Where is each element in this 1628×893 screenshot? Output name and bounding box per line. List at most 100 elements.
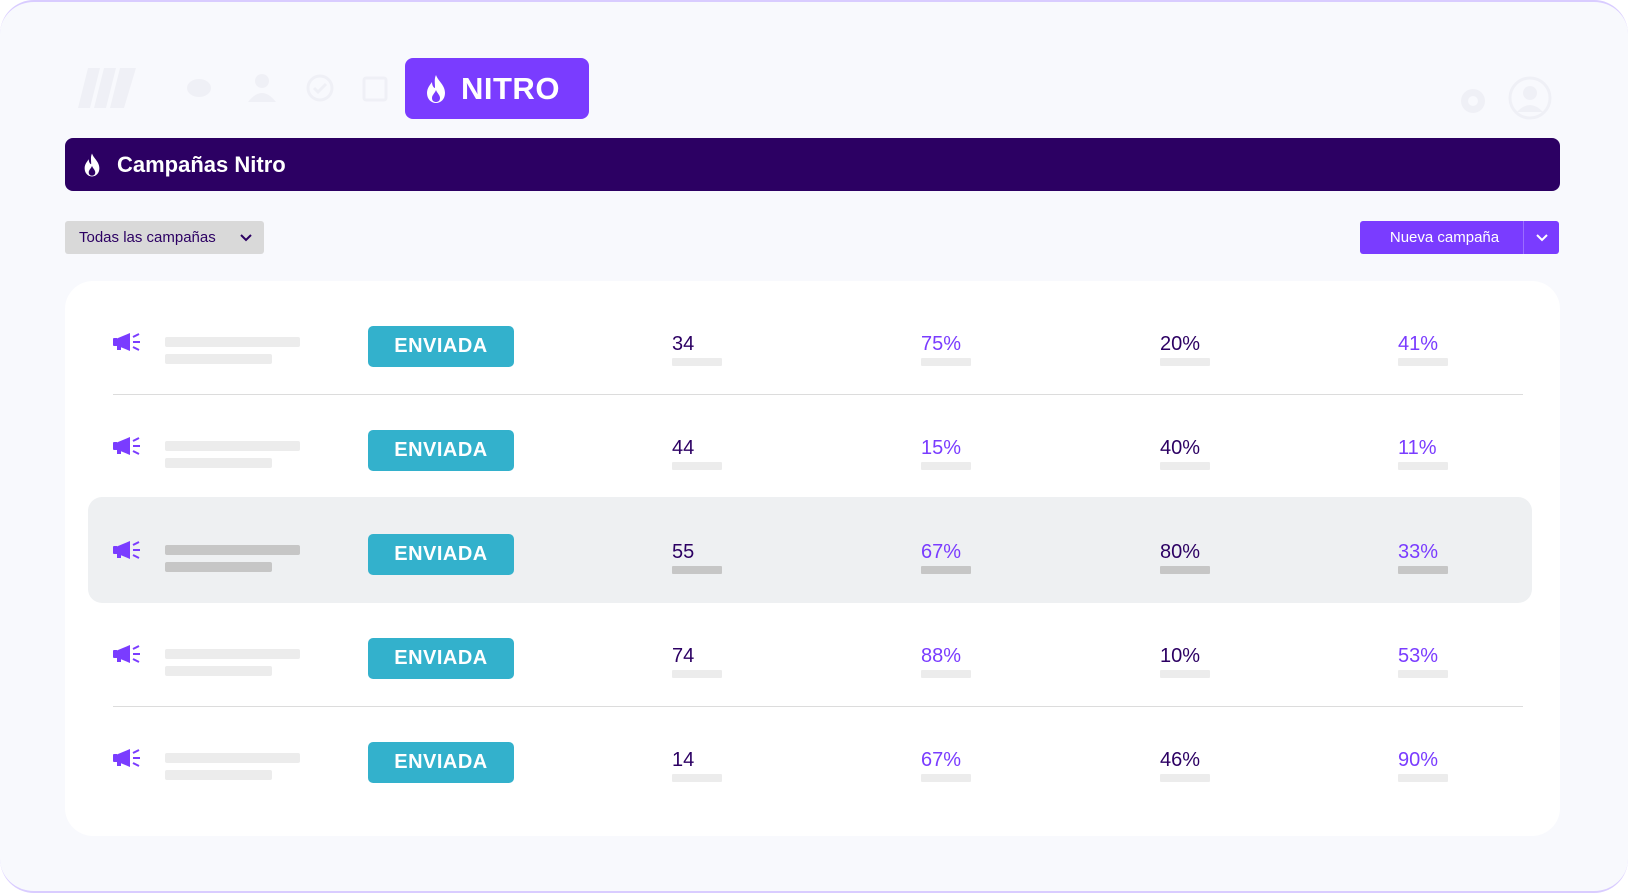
user-avatar-icon[interactable] — [1508, 76, 1552, 120]
metric-3-value: 46% — [1160, 749, 1201, 771]
metric-3-label-placeholder — [1160, 566, 1210, 574]
metric-1-label-placeholder — [672, 774, 722, 782]
metric-1: 74 — [672, 644, 722, 678]
campaign-row[interactable]: ENVIADA 14 67% 46% 90% — [65, 705, 1560, 811]
users-icon[interactable] — [244, 72, 280, 102]
metric-2: 67% — [921, 748, 971, 782]
logo-icon[interactable] — [78, 68, 138, 108]
metric-3: 20% — [1160, 332, 1210, 366]
campaign-name-placeholder — [165, 337, 300, 347]
status-badge: ENVIADA — [368, 742, 514, 783]
chevron-down-icon — [240, 233, 252, 241]
metric-3-value: 40% — [1160, 437, 1201, 459]
metric-4: 90% — [1398, 748, 1448, 782]
metric-2: 75% — [921, 332, 971, 366]
campaign-row[interactable]: ENVIADA 44 15% 40% 11% — [65, 393, 1560, 499]
metric-2-value: 15% — [921, 437, 962, 459]
campaign-filter-dropdown[interactable]: Todas las campañas — [65, 221, 264, 254]
metric-1-value: 55 — [672, 541, 695, 563]
campaign-name-placeholder — [165, 753, 300, 763]
metric-1: 14 — [672, 748, 722, 782]
status-badge: ENVIADA — [368, 638, 514, 679]
metric-2-label-placeholder — [921, 670, 971, 678]
metric-1-value: 34 — [672, 333, 695, 355]
status-badge: ENVIADA — [368, 430, 514, 471]
campaign-detail-placeholder — [165, 666, 272, 676]
metric-1-value: 14 — [672, 749, 695, 771]
gear-icon[interactable] — [1456, 84, 1490, 118]
check-icon[interactable] — [306, 74, 334, 102]
metric-2-value: 67% — [921, 749, 962, 771]
metric-3-label-placeholder — [1160, 358, 1210, 366]
metric-3: 10% — [1160, 644, 1210, 678]
metric-1: 44 — [672, 436, 722, 470]
metric-2-label-placeholder — [921, 774, 971, 782]
campaign-detail-placeholder — [165, 770, 272, 780]
metric-3-value: 80% — [1160, 541, 1201, 563]
metric-1: 34 — [672, 332, 722, 366]
tab-nitro[interactable]: NITRO — [405, 58, 589, 119]
page-title: Campañas Nitro — [117, 151, 286, 177]
megaphone-icon — [113, 437, 140, 455]
metric-3-label-placeholder — [1160, 670, 1210, 678]
chat-icon[interactable] — [186, 78, 212, 100]
metric-2-value: 75% — [921, 333, 962, 355]
metric-2-label-placeholder — [921, 358, 971, 366]
status-badge: ENVIADA — [368, 326, 514, 367]
metric-1-value: 74 — [672, 645, 695, 667]
metric-4-label-placeholder — [1398, 358, 1448, 366]
metric-3-label-placeholder — [1160, 774, 1210, 782]
campaign-row[interactable]: ENVIADA 74 88% 10% 53% — [65, 601, 1560, 707]
metric-2-label-placeholder — [921, 462, 971, 470]
metric-2: 88% — [921, 644, 971, 678]
metric-4-label-placeholder — [1398, 774, 1448, 782]
metric-3-value: 10% — [1160, 645, 1201, 667]
metric-4-value: 33% — [1398, 541, 1439, 563]
metric-3-value: 20% — [1160, 333, 1201, 355]
tab-nitro-label: NITRO — [461, 70, 560, 106]
page-header: Campañas Nitro — [65, 138, 1560, 191]
metric-4-label-placeholder — [1398, 566, 1448, 574]
campaign-name-placeholder — [165, 441, 300, 451]
campaign-name-placeholder — [165, 649, 300, 659]
metric-4: 33% — [1398, 540, 1448, 574]
metric-2-value: 88% — [921, 645, 962, 667]
metric-4: 41% — [1398, 332, 1448, 366]
campaign-detail-placeholder — [165, 354, 272, 364]
new-campaign-label: Nueva campaña — [1389, 229, 1500, 246]
metric-1-label-placeholder — [672, 358, 722, 366]
megaphone-icon — [113, 645, 140, 663]
calendar-icon[interactable] — [362, 74, 388, 102]
new-campaign-chevron[interactable] — [1523, 221, 1559, 254]
metric-4: 11% — [1398, 436, 1448, 470]
metric-4-value: 90% — [1398, 749, 1439, 771]
status-badge: ENVIADA — [368, 534, 514, 575]
campaign-name-placeholder — [165, 545, 300, 555]
metric-3: 80% — [1160, 540, 1210, 574]
campaign-row[interactable]: ENVIADA 34 75% 20% 41% — [65, 289, 1560, 395]
metric-1-label-placeholder — [672, 566, 722, 574]
metric-1-label-placeholder — [672, 670, 722, 678]
metric-1-value: 44 — [672, 437, 695, 459]
metric-2-label-placeholder — [921, 566, 971, 574]
metric-4-label-placeholder — [1398, 462, 1448, 470]
campaign-list: ENVIADA 34 75% 20% 41% ENVIADA 44 15% 40… — [65, 281, 1560, 836]
campaign-detail-placeholder — [165, 458, 272, 468]
metric-2-value: 67% — [921, 541, 962, 563]
metric-1: 55 — [672, 540, 722, 574]
metric-2: 67% — [921, 540, 971, 574]
metric-4-value: 41% — [1398, 333, 1439, 355]
megaphone-icon — [113, 749, 140, 767]
new-campaign-button[interactable]: Nueva campaña — [1360, 221, 1559, 254]
flame-icon — [427, 74, 445, 103]
metric-4-label-placeholder — [1398, 670, 1448, 678]
metric-4: 53% — [1398, 644, 1448, 678]
metric-4-value: 11% — [1398, 437, 1437, 459]
megaphone-icon — [113, 541, 140, 559]
campaign-row[interactable]: ENVIADA 55 67% 80% 33% — [65, 497, 1560, 603]
flame-icon — [84, 153, 100, 176]
metric-2: 15% — [921, 436, 971, 470]
metric-3: 46% — [1160, 748, 1210, 782]
campaign-detail-placeholder — [165, 562, 272, 572]
